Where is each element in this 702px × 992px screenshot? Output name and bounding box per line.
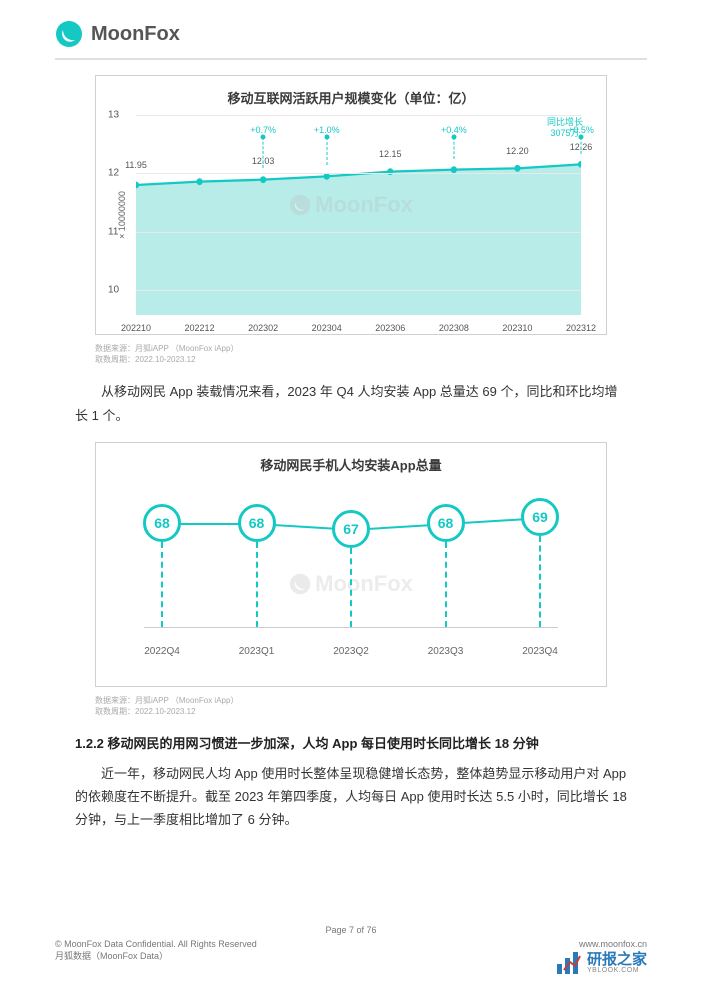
chart2-title: 移动网民手机人均安装App总量 <box>96 443 606 482</box>
chart2-bubble: 68 <box>143 504 181 542</box>
chart2-bubble: 68 <box>238 504 276 542</box>
chart1-pct-label: +0.7% <box>250 125 276 135</box>
chart2-plot: 68 2022Q4 68 2023Q1 67 2023Q2 68 2023Q3 69 2023Q4 <box>126 482 576 667</box>
chart1-pct-label: +0.4% <box>441 125 467 135</box>
page-number: Page 7 of 76 <box>55 925 647 935</box>
chart1-pct-label: +1.0% <box>314 125 340 135</box>
chart1-ytick: 13 <box>108 110 119 121</box>
chart1-xtick: 202210 <box>121 323 151 333</box>
watermark-text: MoonFox <box>315 192 413 218</box>
chart2-bubble: 68 <box>427 504 465 542</box>
chart1-xtick: 202310 <box>502 323 532 333</box>
footer-url: www.moonfox.cn <box>579 939 647 949</box>
chart2-xtick: 2023Q2 <box>333 646 369 657</box>
chart1-value-label: 11.95 <box>125 160 147 170</box>
chart2-xtick: 2022Q4 <box>144 646 180 657</box>
watermark: MoonFox <box>289 192 413 218</box>
chart2-xtick: 2023Q1 <box>239 646 275 657</box>
chart2-bubble: 67 <box>332 510 370 548</box>
chart1-xtick: 202308 <box>439 323 469 333</box>
chart1-ytick: 11 <box>108 226 118 237</box>
chart1-xtick: 202212 <box>185 323 215 333</box>
chart1-pct-label: +0.5% <box>568 125 594 135</box>
moonfox-logo-icon <box>55 20 83 48</box>
chart1-xtick: 202312 <box>566 323 596 333</box>
paragraph-1: 从移动网民 App 装载情况来看，2023 年 Q4 人均安装 App 总量达 … <box>75 380 627 427</box>
chart1-source1: 数据来源：月狐iAPP （MoonFox iApp） <box>95 343 607 354</box>
chart1-value-label: 12.15 <box>379 149 402 159</box>
chart1-xtick: 202302 <box>248 323 278 333</box>
chart1-title: 移动互联网活跃用户规模变化（单位：亿） <box>96 76 606 115</box>
brand-name: MoonFox <box>91 23 180 46</box>
yblook-bars-icon <box>557 952 581 974</box>
chart2-source1: 数据来源：月狐iAPP （MoonFox iApp） <box>95 695 607 706</box>
footer-copyright: © MoonFox Data Confidential. All Rights … <box>55 939 257 949</box>
chart1-source2: 取数周期：2022.10-2023.12 <box>95 354 607 365</box>
yblook-text: 研报之家 <box>587 952 647 967</box>
chart1-source: 数据来源：月狐iAPP （MoonFox iApp） 取数周期：2022.10-… <box>95 343 607 365</box>
paragraph-2: 近一年，移动网民人均 App 使用时长整体呈现稳健增长态势，整体趋势显示移动用户… <box>75 762 627 832</box>
chart2-source2: 取数周期：2022.10-2023.12 <box>95 706 607 717</box>
chart-app-count: 移动网民手机人均安装App总量 68 2022Q4 68 2023Q1 67 2023Q2… <box>95 442 607 687</box>
watermark2-text: MoonFox <box>315 571 413 597</box>
header: MoonFox <box>55 0 647 60</box>
chart1-value-label: 12.20 <box>506 146 529 156</box>
yblook-sub: YBLOOK.COM <box>587 967 647 974</box>
chart2-xtick: 2023Q4 <box>522 646 558 657</box>
chart1-xtick: 202304 <box>312 323 342 333</box>
page-content: 移动互联网活跃用户规模变化（单位：亿） × 10000000 同比增长 3075… <box>0 75 702 832</box>
chart-user-scale: 移动互联网活跃用户规模变化（单位：亿） × 10000000 同比增长 3075… <box>95 75 607 335</box>
chart2-xtick: 2023Q3 <box>428 646 464 657</box>
chart1-ylabel: × 10000000 <box>117 191 127 239</box>
chart1-ytick: 10 <box>108 285 119 296</box>
chart1-xtick: 202306 <box>375 323 405 333</box>
chart1-ytick: 12 <box>108 168 119 179</box>
chart2-source: 数据来源：月狐iAPP （MoonFox iApp） 取数周期：2022.10-… <box>95 695 607 717</box>
section-heading: 1.2.2 移动网民的用网习惯进一步加深，人均 App 每日使用时长同比增长 1… <box>75 733 627 752</box>
chart2-bubble: 69 <box>521 498 559 536</box>
yblook-logo: 研报之家 YBLOOK.COM <box>557 952 647 974</box>
